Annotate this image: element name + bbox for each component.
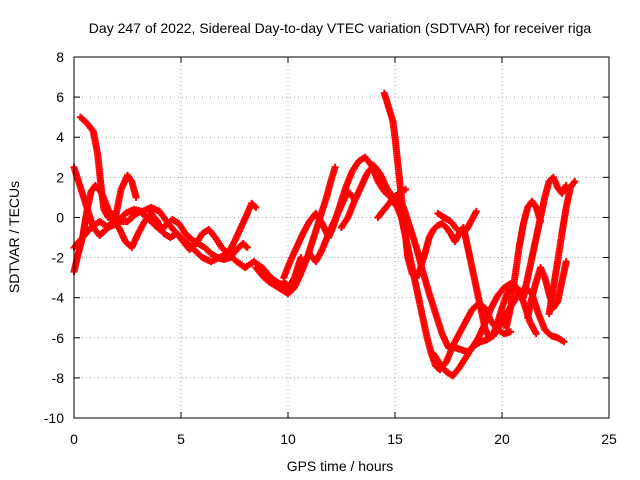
series-arc-3 [76,113,251,264]
y-axis-label: SDTVAR / TECUs [6,181,22,293]
x-axis-label: GPS time / hours [287,458,394,474]
plot-frame [73,56,610,419]
data-point [507,328,515,336]
data-point [532,330,540,338]
y-tick-label: 4 [56,129,64,145]
y-tick-label: -2 [52,250,65,266]
x-tick-label: 5 [177,431,185,447]
series-arc-11 [434,207,480,237]
x-tick-label: 10 [280,431,296,447]
series-arc-9 [374,193,568,356]
data-point [560,338,568,346]
data-point [252,203,260,211]
data-point [562,258,570,266]
y-tick-label: 8 [56,49,64,65]
data-point [571,177,579,185]
y-tick-label: 6 [56,89,64,105]
chart-title: Day 247 of 2022, Sidereal Day-to-day VTE… [89,20,592,36]
x-axis: 0 5 10 15 20 25 [70,57,617,447]
x-tick-label: 25 [601,431,617,447]
data-point [472,207,480,215]
data-point [350,195,358,203]
series-arc-16 [280,187,358,294]
data-points [70,89,579,380]
data-point [402,185,410,193]
y-tick-label: -8 [52,370,65,386]
series-arc-8 [338,161,410,231]
y-tick-label: 2 [56,169,64,185]
data-point [243,244,251,252]
series-arc-15 [545,177,579,318]
data-point [297,254,305,262]
y-tick-label: -10 [44,410,64,426]
x-tick-label: 20 [494,431,510,447]
x-tick-label: 0 [70,431,78,447]
y-tick-label: -4 [52,290,65,306]
series-arc-13 [519,173,570,302]
data-point [331,163,339,171]
data-point [132,193,140,201]
grid [74,57,609,418]
y-tick-label: 0 [56,209,64,225]
y-tick-label: -6 [52,330,65,346]
x-tick-label: 15 [387,431,403,447]
